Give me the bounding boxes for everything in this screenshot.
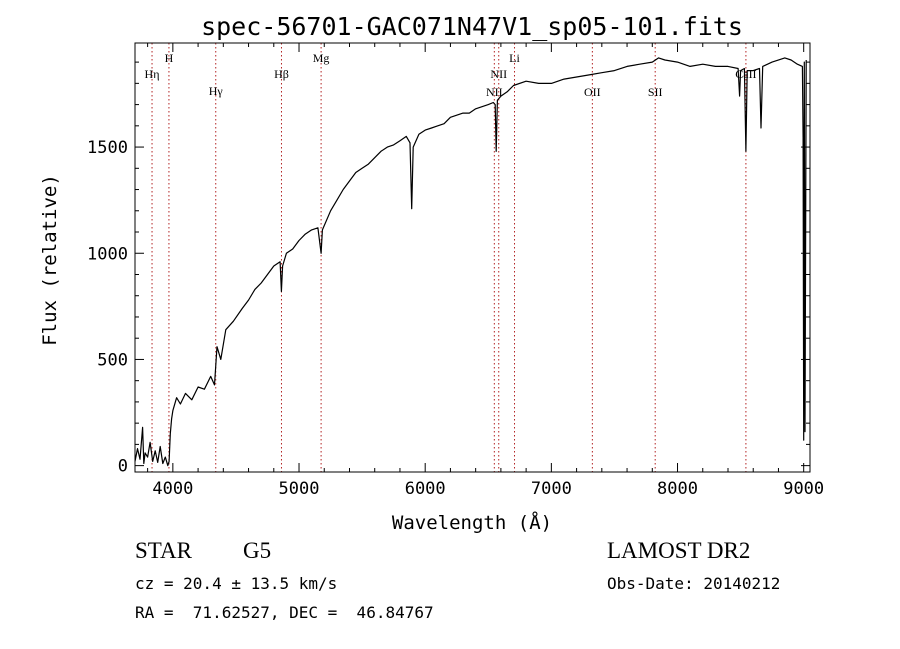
line-marker-label: OII	[584, 85, 601, 99]
line-marker-label: SII	[648, 85, 663, 99]
y-tick-label: 0	[118, 457, 128, 477]
line-marker-label: Li	[509, 51, 520, 65]
y-axis-label: Flux (relative)	[39, 174, 61, 346]
x-tick-label: 4000	[152, 479, 193, 499]
x-tick-label: 6000	[405, 479, 446, 499]
plot-frame	[134, 42, 811, 473]
coordinates-line: RA = 71.62527, DEC = 46.84767	[135, 603, 434, 622]
y-tick-label: 1000	[87, 244, 128, 264]
line-marker-label: Hγ	[209, 84, 224, 98]
x-tick-label: 5000	[279, 479, 320, 499]
redshift-line: cz = 20.4 ± 13.5 km/s	[135, 574, 338, 593]
chart-title: spec-56701-GAC071N47V1_sp05-101.fits	[201, 12, 743, 41]
x-axis-label: Wavelength (Å)	[392, 511, 552, 534]
x-tick-label: 8000	[657, 479, 698, 499]
x-tick-label: 9000	[783, 479, 824, 499]
line-marker-label: NII	[490, 67, 507, 81]
x-tick-label: 7000	[531, 479, 572, 499]
spectrum-line	[134, 57, 807, 467]
subclass-label: G5	[243, 538, 272, 563]
y-tick-label: 1500	[87, 138, 128, 158]
obs-date-line: Obs-Date: 20140212	[607, 574, 781, 593]
line-marker-label: Mg	[313, 51, 330, 65]
line-marker-label: H	[165, 51, 174, 65]
spectrum-layer	[134, 57, 807, 467]
y-tick-label: 500	[97, 350, 128, 370]
survey-label: LAMOST DR2	[607, 538, 751, 563]
line-marker-label: Hη	[145, 67, 160, 81]
class-label: STAR	[135, 538, 192, 563]
axis-tick-layer: 4000 5000 6000 7000 8000 9000 0 500 1000 1500	[87, 43, 824, 499]
line-marker-label: Hβ	[274, 67, 289, 81]
